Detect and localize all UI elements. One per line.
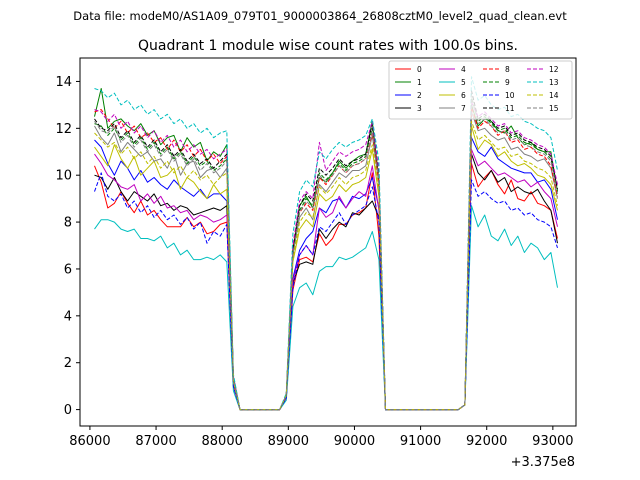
legend-label-3: 3 bbox=[417, 104, 422, 113]
series-line-0 bbox=[94, 163, 558, 411]
series-line-13 bbox=[94, 76, 558, 411]
y-axis: 0 2 4 6 8 10 12 14 bbox=[55, 75, 80, 418]
y-tick-label: 8 bbox=[64, 216, 72, 231]
series-line-2 bbox=[94, 137, 558, 411]
x-tick-label: 92000 bbox=[466, 434, 507, 449]
x-tick-label: 88000 bbox=[202, 434, 243, 449]
legend-label-11: 11 bbox=[505, 104, 515, 113]
legend-label-0: 0 bbox=[417, 65, 422, 74]
series-line-10 bbox=[94, 172, 558, 411]
legend-label-6: 6 bbox=[461, 91, 466, 100]
y-tick-label: 14 bbox=[55, 75, 72, 90]
legend-label-8: 8 bbox=[505, 65, 510, 74]
series-line-9 bbox=[94, 97, 558, 411]
legend-label-13: 13 bbox=[549, 78, 559, 87]
figure-suptitle: Data file: modeM0/AS1A09_079T01_90000038… bbox=[73, 9, 567, 23]
y-tick-label: 6 bbox=[64, 262, 72, 277]
y-tick-label: 10 bbox=[55, 169, 72, 184]
series-line-15 bbox=[94, 95, 558, 411]
legend-label-12: 12 bbox=[549, 65, 559, 74]
legend-label-1: 1 bbox=[417, 78, 422, 87]
series-line-3 bbox=[94, 153, 558, 411]
series-line-4 bbox=[94, 148, 558, 411]
x-tick-label: 86000 bbox=[69, 434, 110, 449]
series-line-1 bbox=[94, 88, 558, 411]
legend-label-2: 2 bbox=[417, 91, 422, 100]
y-tick-label: 0 bbox=[64, 403, 72, 418]
series-line-5 bbox=[94, 205, 558, 411]
x-offset-label: +3.375e8 bbox=[511, 455, 575, 470]
legend-label-4: 4 bbox=[461, 65, 466, 74]
x-tick-label: 91000 bbox=[400, 434, 441, 449]
x-tick-label: 93000 bbox=[532, 434, 573, 449]
legend-label-10: 10 bbox=[505, 91, 515, 100]
x-tick-label: 89000 bbox=[268, 434, 309, 449]
plot-lines bbox=[94, 76, 558, 411]
y-tick-label: 12 bbox=[55, 122, 72, 137]
axes-frame bbox=[79, 57, 577, 427]
legend-label-5: 5 bbox=[461, 78, 466, 87]
series-line-8 bbox=[94, 106, 558, 411]
x-tick-label: 87000 bbox=[135, 434, 176, 449]
legend-label-14: 14 bbox=[549, 91, 559, 100]
legend-label-9: 9 bbox=[505, 78, 510, 87]
legend-label-15: 15 bbox=[549, 104, 559, 113]
legend-frame bbox=[388, 60, 573, 120]
x-tick-label: 90000 bbox=[334, 434, 375, 449]
y-tick-label: 4 bbox=[64, 309, 72, 324]
y-tick-label: 2 bbox=[64, 356, 72, 371]
series-line-6 bbox=[94, 125, 558, 411]
x-axis: 86000 87000 88000 89000 90000 91000 92000 93000 bbox=[69, 426, 574, 449]
series-line-7 bbox=[94, 111, 558, 411]
series-line-14 bbox=[94, 120, 558, 411]
chart-title: Quadrant 1 module wise count rates with … bbox=[138, 38, 518, 54]
legend-label-7: 7 bbox=[461, 104, 466, 113]
